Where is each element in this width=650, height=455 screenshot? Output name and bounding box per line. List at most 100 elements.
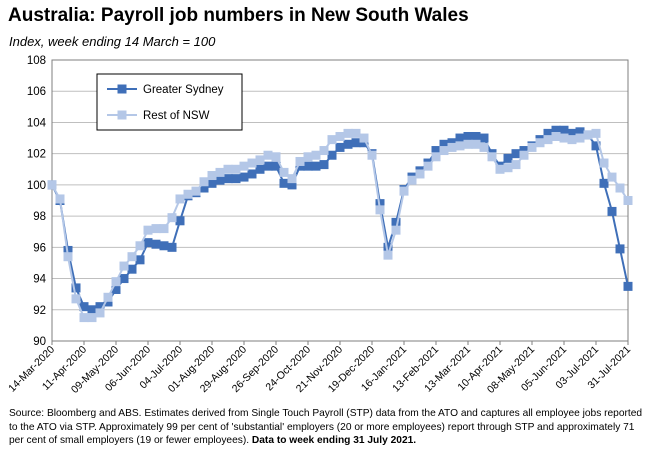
data-point [359,133,369,143]
data-point [199,177,209,187]
data-point [239,172,249,182]
data-point [431,152,441,162]
data-point [151,224,161,234]
data-point [247,158,257,168]
data-point [303,161,313,171]
legend-box [96,73,243,131]
data-point [575,127,585,137]
data-point [583,130,593,140]
data-point [255,155,265,165]
data-point [263,161,273,171]
series-rest-of-nsw [47,128,633,323]
data-point [215,167,225,177]
data-point [127,264,137,274]
data-point [511,149,521,159]
y-tick-label: 102 [27,149,46,161]
data-point [239,161,249,171]
data-point [87,305,97,315]
data-point [303,152,313,162]
data-point [543,128,553,138]
data-point [375,205,385,215]
data-point [167,213,177,223]
data-point [463,139,473,149]
data-point [191,186,201,196]
y-tick-label: 104 [27,117,47,129]
data-point [71,294,81,304]
data-point [295,156,305,166]
data-point [263,150,273,160]
data-point [471,139,481,149]
data-point [95,308,105,318]
data-point [79,302,89,312]
data-point [71,283,81,293]
data-point [111,277,121,287]
y-tick-label: 92 [33,305,46,317]
data-point [319,160,329,170]
data-point [391,217,401,227]
data-point [327,150,337,160]
data-point [47,180,57,190]
data-point [455,141,465,151]
data-point [183,189,193,199]
data-point [103,297,113,307]
data-point [543,135,553,145]
source-note: Source: Bloomberg and ABS. Estimates der… [9,407,643,448]
y-tick-label: 98 [33,211,46,223]
data-point [615,244,625,254]
data-point [479,133,489,143]
series-line [51,132,629,319]
data-point [447,142,457,152]
data-point [559,125,569,135]
legend-marker [117,110,127,120]
data-point [519,146,529,156]
data-point [103,292,113,302]
data-point [591,141,601,151]
data-point [391,225,401,235]
data-point [519,150,529,160]
data-point [271,161,281,171]
data-point [455,133,465,143]
data-point [383,250,393,260]
data-point [63,252,73,262]
data-point [319,146,329,156]
data-point [207,178,217,188]
data-point [511,160,521,170]
data-point [55,194,65,204]
data-point [479,142,489,152]
legend-marker [117,84,127,94]
y-tick-label: 100 [27,180,46,192]
data-point [143,225,153,235]
data-point [311,150,321,160]
data-point [135,241,145,251]
data-point [551,125,561,135]
data-point [95,302,105,312]
data-point [311,161,321,171]
data-point [143,238,153,248]
data-point [471,131,481,141]
data-point [439,146,449,156]
data-point [135,255,145,265]
legend-label: Greater Sydney [143,84,224,96]
data-point [159,224,169,234]
data-point [503,153,513,163]
data-point [151,239,161,249]
data-point [567,135,577,145]
data-point [351,138,361,148]
data-point [207,171,217,181]
data-point [231,164,241,174]
legend-label: Rest of NSW [143,110,210,122]
data-point [351,128,361,138]
data-point [343,139,353,149]
data-point [271,152,281,162]
source-text: Source: Bloomberg and ABS. Estimates der… [9,408,643,446]
data-point [623,281,633,291]
data-point [559,133,569,143]
data-point [127,252,137,262]
data-point [335,142,345,152]
data-point [567,128,577,138]
data-point [327,135,337,145]
data-point [287,180,297,190]
data-point [87,313,97,323]
data-point [383,242,393,252]
data-point [367,150,377,160]
